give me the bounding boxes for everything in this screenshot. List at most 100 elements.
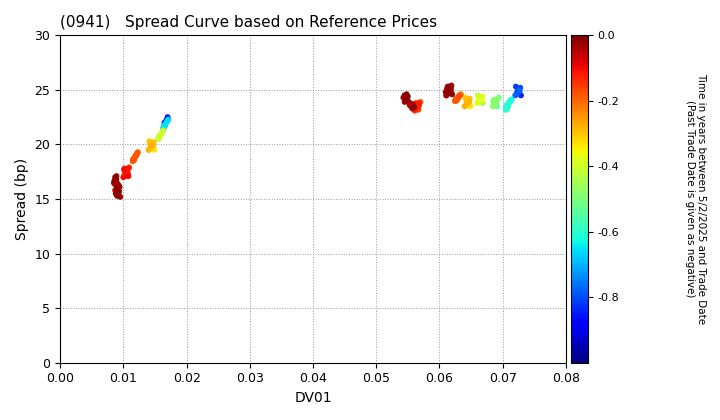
Point	[442, 88, 454, 94]
Point	[513, 87, 524, 93]
Point	[153, 134, 165, 140]
Point	[397, 94, 409, 101]
Point	[500, 106, 511, 113]
Point	[144, 145, 156, 152]
Point	[492, 95, 503, 102]
Point	[129, 154, 140, 161]
Point	[161, 116, 173, 123]
Point	[454, 92, 465, 99]
Point	[122, 170, 133, 176]
Point	[443, 89, 454, 95]
Point	[153, 134, 165, 141]
Point	[110, 181, 122, 188]
Point	[489, 96, 500, 103]
Point	[130, 152, 142, 159]
Point	[122, 172, 133, 178]
Point	[490, 99, 501, 105]
Point	[155, 131, 166, 138]
Point	[120, 170, 132, 176]
Point	[132, 150, 143, 157]
Point	[461, 97, 472, 104]
Point	[144, 139, 156, 146]
Point	[143, 147, 154, 153]
Point	[122, 167, 133, 174]
Point	[161, 117, 172, 124]
Point	[111, 173, 122, 179]
Point	[122, 165, 134, 172]
Point	[474, 97, 486, 104]
Point	[487, 103, 499, 110]
Y-axis label: Spread (bp): Spread (bp)	[15, 158, 29, 240]
Point	[128, 155, 140, 162]
Point	[145, 143, 156, 150]
Point	[401, 95, 413, 102]
Point	[477, 93, 488, 100]
Point	[474, 96, 485, 103]
Point	[510, 92, 521, 99]
Point	[111, 186, 122, 192]
Point	[407, 101, 418, 108]
Point	[156, 130, 167, 137]
Point	[510, 91, 522, 97]
Point	[472, 92, 484, 99]
Point	[503, 100, 515, 106]
Point	[120, 171, 131, 177]
Point	[490, 101, 501, 108]
Point	[110, 176, 122, 183]
Point	[472, 100, 483, 106]
Point	[412, 102, 423, 108]
Point	[158, 119, 170, 126]
Point	[444, 85, 456, 92]
Point	[504, 99, 516, 105]
Point	[112, 185, 123, 192]
Point	[514, 88, 526, 94]
Point	[464, 95, 475, 102]
Point	[452, 94, 464, 101]
Point	[145, 141, 156, 148]
Point	[492, 95, 504, 102]
Point	[130, 153, 141, 160]
Point	[154, 132, 166, 139]
Point	[143, 138, 155, 144]
Point	[501, 105, 513, 112]
Point	[503, 100, 515, 106]
Point	[449, 97, 461, 104]
Point	[477, 100, 489, 106]
Point	[504, 99, 516, 105]
Point	[455, 91, 467, 97]
Point	[112, 191, 124, 198]
Point	[441, 91, 453, 97]
Point	[490, 100, 501, 106]
Point	[127, 156, 139, 163]
Point	[160, 121, 171, 127]
Point	[453, 94, 464, 101]
Point	[502, 103, 513, 110]
Point	[463, 96, 474, 103]
Point	[441, 92, 452, 99]
Point	[162, 117, 174, 124]
Point	[122, 173, 134, 179]
Point	[500, 103, 512, 110]
Point	[474, 96, 485, 103]
Point	[473, 99, 485, 105]
Point	[453, 94, 464, 101]
Point	[451, 96, 463, 103]
Point	[402, 97, 413, 104]
Point	[476, 99, 487, 105]
Point	[129, 154, 140, 161]
Point	[123, 164, 135, 171]
Point	[450, 97, 462, 104]
Point	[411, 105, 423, 112]
Point	[505, 96, 517, 103]
Point	[158, 123, 170, 129]
Point	[399, 99, 410, 105]
Point	[404, 102, 415, 108]
Point	[452, 95, 464, 102]
Point	[145, 144, 157, 151]
Point	[459, 103, 470, 110]
Point	[446, 91, 458, 97]
Point	[112, 186, 123, 192]
Point	[111, 176, 122, 183]
Point	[450, 95, 462, 102]
Point	[148, 145, 159, 152]
